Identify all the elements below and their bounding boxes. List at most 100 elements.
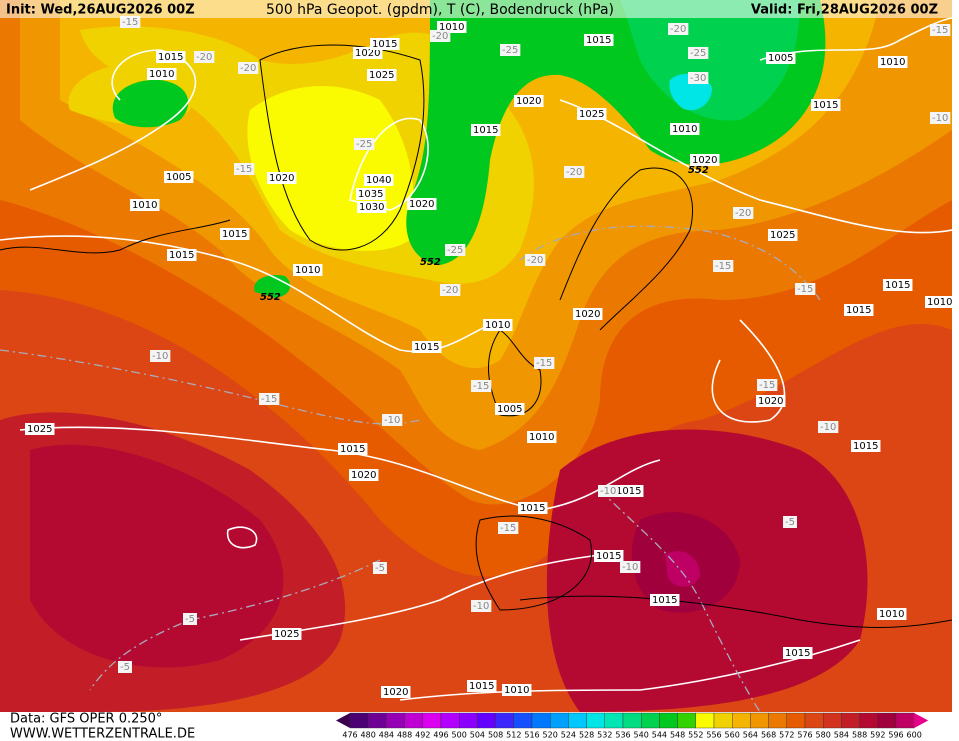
pressure-label-box xyxy=(573,308,603,320)
scale-tick-label: 572 xyxy=(779,731,794,740)
temperature-label: -25 xyxy=(356,139,372,150)
temperature-label: -20 xyxy=(566,167,582,178)
scale-swatch xyxy=(422,712,442,729)
scale-tick-label: 548 xyxy=(670,731,685,740)
temperature-label-box xyxy=(525,254,546,266)
pressure-label-box xyxy=(495,403,525,415)
temperature-label-box xyxy=(688,47,709,59)
temperature-label-box xyxy=(534,357,555,369)
pressure-label-box xyxy=(167,249,197,261)
temperature-label: -10 xyxy=(622,562,638,573)
pressure-label: 1015 xyxy=(846,305,871,316)
temperature-label: -20 xyxy=(240,63,256,74)
scale-tick-label: 536 xyxy=(615,731,630,740)
scale-swatch xyxy=(695,712,715,729)
pressure-label-box xyxy=(147,68,177,80)
temperature-label-box xyxy=(471,380,492,392)
map-field xyxy=(0,0,952,712)
scale-tick-label: 556 xyxy=(706,731,721,740)
pressure-label-box xyxy=(267,172,297,184)
geopotential-label: 552 xyxy=(260,292,281,303)
temperature-label: -20 xyxy=(432,31,448,42)
pressure-label-box xyxy=(650,594,680,606)
isobar xyxy=(0,235,511,353)
pressure-label: 1015 xyxy=(473,125,498,136)
pressure-label: 1020 xyxy=(409,199,434,210)
pressure-label-box xyxy=(220,228,250,240)
temperature-label: -20 xyxy=(670,24,686,35)
scale-tick-label: 500 xyxy=(452,731,467,740)
temperature-label-box xyxy=(668,23,689,35)
scale-swatch xyxy=(477,712,496,729)
temperature-label-box xyxy=(930,112,951,124)
scale-tick-label: 596 xyxy=(888,731,903,740)
scale-swatch xyxy=(440,712,460,729)
pressure-label: 1015 xyxy=(785,648,810,659)
pressure-label-box xyxy=(577,108,607,120)
scale-swatch xyxy=(841,712,860,729)
temperature-label-box xyxy=(471,600,492,612)
scale-tick-label: 524 xyxy=(561,731,576,740)
temperature-label: -15 xyxy=(473,381,489,392)
data-source: Data: GFS OPER 0.250° xyxy=(10,712,162,727)
pressure-label-box xyxy=(467,680,497,692)
scale-swatch xyxy=(750,712,769,729)
pressure-label-box xyxy=(851,440,881,452)
scale-tick-label: 560 xyxy=(725,731,740,740)
field-nw-green xyxy=(112,79,189,128)
scale-swatch xyxy=(713,712,733,729)
temperature-label-box xyxy=(150,350,171,362)
pressure-label: 1025 xyxy=(274,629,299,640)
temperature-label: -10 xyxy=(932,113,948,124)
scale-tick-label: 496 xyxy=(433,731,448,740)
temperature-label-box xyxy=(373,562,387,574)
pressure-label-box xyxy=(364,174,394,186)
temperature-label-box xyxy=(757,379,778,391)
scale-swatch xyxy=(586,712,605,729)
temperature-label-box xyxy=(259,393,280,405)
scale-tick-label: 504 xyxy=(470,731,485,740)
scale-swatch xyxy=(622,712,642,729)
scale-swatch xyxy=(386,712,405,729)
pressure-label: 1030 xyxy=(359,202,384,213)
temperature-label-box xyxy=(930,24,951,36)
pressure-label-box xyxy=(272,628,302,640)
pressure-label: 1010 xyxy=(295,265,320,276)
temperature-label: -30 xyxy=(690,73,706,84)
pressure-label: 1020 xyxy=(383,687,408,698)
pressure-label: 1015 xyxy=(469,681,494,692)
pressure-label: 1015 xyxy=(414,342,439,353)
temperature-label: -5 xyxy=(185,614,195,625)
pressure-label-box xyxy=(877,608,907,620)
temperature-label-box xyxy=(382,414,403,426)
scale-arrow-right xyxy=(914,713,929,728)
field-588-west xyxy=(30,444,284,668)
isobar xyxy=(711,319,786,423)
temperature-label-box xyxy=(194,51,215,63)
pressure-label: 1010 xyxy=(879,609,904,620)
scale-swatch xyxy=(768,712,787,729)
scale-swatch xyxy=(732,712,751,729)
pressure-label-box xyxy=(883,279,913,291)
scale-tick-label: 532 xyxy=(597,731,612,740)
pressure-label: 1015 xyxy=(616,486,641,497)
scale-tick-label: 588 xyxy=(852,731,867,740)
scale-swatch xyxy=(531,712,551,729)
pressure-label: 1005 xyxy=(166,172,191,183)
field-544 xyxy=(620,0,800,121)
pressure-label-box xyxy=(527,431,557,443)
temperature-label-box xyxy=(818,421,839,433)
temperature-label-box xyxy=(713,260,734,272)
pressure-label: 1015 xyxy=(652,595,677,606)
pressure-label: 1015 xyxy=(158,52,183,63)
temperature-label-box xyxy=(354,138,375,150)
temperature-label: -15 xyxy=(236,164,252,175)
pressure-label: 1015 xyxy=(372,39,397,50)
scale-swatch xyxy=(641,712,660,729)
temperature-label-box xyxy=(445,244,466,256)
website: WWW.WETTERZENTRALE.DE xyxy=(10,727,195,741)
temperature-label-box xyxy=(498,522,519,534)
pressure-label-box xyxy=(768,229,798,241)
temperature-label-box xyxy=(620,561,641,573)
pressure-label: 1020 xyxy=(351,470,376,481)
